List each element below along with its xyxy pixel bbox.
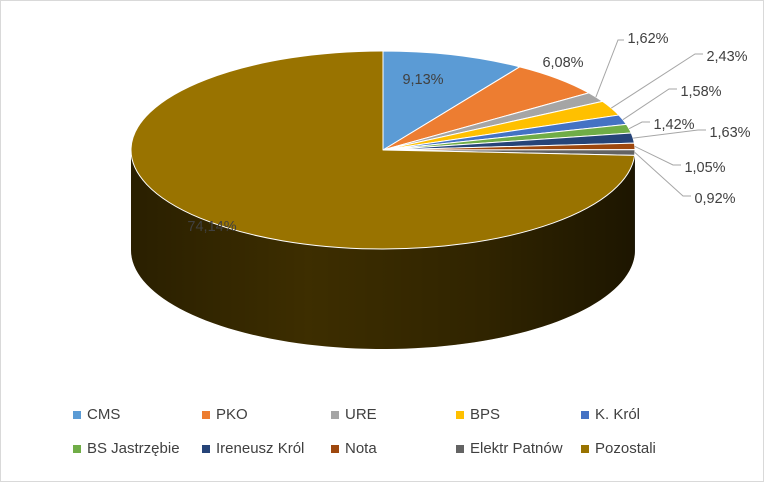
legend-swatch — [331, 410, 339, 419]
leader-line — [595, 39, 624, 98]
legend-label: Nota — [345, 440, 377, 457]
pie-slice-pozostali — [130, 50, 636, 250]
data-label: 1,42% — [653, 117, 694, 133]
leader-line — [611, 53, 703, 109]
legend-item: CMS — [73, 406, 120, 423]
legend-item: BS Jastrzębie — [73, 440, 180, 457]
data-label: 1,63% — [709, 125, 750, 141]
legend-item: Nota — [331, 440, 377, 457]
legend-swatch — [331, 444, 339, 453]
data-label: 1,05% — [684, 160, 725, 176]
legend-label: Elektr Patnów — [470, 440, 563, 457]
legend-label: URE — [345, 406, 377, 423]
legend-label: PKO — [216, 406, 248, 423]
legend-item: Ireneusz Król — [202, 440, 304, 457]
data-label: 0,92% — [694, 191, 735, 207]
data-label: 74,14% — [187, 219, 236, 235]
legend-swatch — [73, 444, 81, 453]
leader-line — [622, 88, 677, 121]
leader-line — [633, 129, 706, 139]
legend-swatch — [202, 444, 210, 453]
data-label: 1,58% — [680, 84, 721, 100]
data-label: 2,43% — [706, 49, 747, 65]
data-label: 6,08% — [542, 55, 583, 71]
data-label-group: 9,13% 6,08% 1,62% 2,43% 1,58% 1,42% 1,63% 1,05%… — [187, 31, 750, 235]
legend-label: BS Jastrzębie — [87, 440, 180, 457]
pie-chart: 9,13% 6,08% 1,62% 2,43% 1,58% 1,42% 1,63% 1,05%… — [130, 31, 751, 349]
leader-line — [634, 145, 681, 166]
legend-item: Pozostali — [581, 440, 656, 457]
legend-label: BPS — [470, 406, 501, 423]
legend-swatch — [202, 410, 210, 419]
legend-swatch — [581, 410, 589, 419]
legend-label: K. Król — [595, 406, 641, 423]
legend-item: Elektr Patnów — [456, 440, 563, 457]
legend-label: Ireneusz Król — [216, 440, 305, 457]
legend-swatch — [581, 444, 589, 453]
data-label: 1,62% — [627, 31, 668, 47]
leader-line — [628, 121, 650, 130]
legend-label: CMS — [87, 406, 121, 423]
leader-line — [634, 152, 691, 197]
legend-row: CMS PKO URE BPS K. Król — [1, 406, 763, 440]
legend-swatch — [456, 444, 464, 453]
legend: CMS PKO URE BPS K. Król BS Jastrzębie Ireneus… — [1, 406, 763, 474]
legend-item: K. Król — [581, 406, 640, 423]
legend-item: BPS — [456, 406, 500, 423]
legend-item: URE — [331, 406, 377, 423]
pie-top-group — [130, 50, 636, 250]
pie-slice-cms — [382, 50, 521, 151]
legend-swatch — [456, 410, 464, 419]
legend-row: BS Jastrzębie Ireneusz Król Nota Elektr Pat… — [1, 440, 763, 474]
data-label: 9,13% — [402, 72, 443, 88]
legend-swatch — [73, 410, 81, 419]
legend-item: PKO — [202, 406, 248, 423]
legend-label: Pozostali — [595, 440, 656, 457]
